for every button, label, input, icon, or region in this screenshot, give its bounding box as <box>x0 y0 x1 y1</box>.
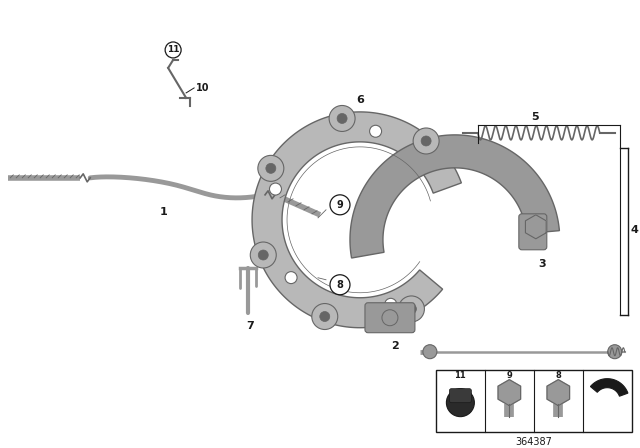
Polygon shape <box>591 379 628 396</box>
Circle shape <box>385 298 397 310</box>
Circle shape <box>608 345 621 359</box>
Text: 9: 9 <box>506 371 512 380</box>
Circle shape <box>165 42 181 58</box>
Circle shape <box>413 128 439 154</box>
Circle shape <box>312 304 338 330</box>
Circle shape <box>369 125 381 137</box>
Text: 1: 1 <box>159 207 167 217</box>
FancyBboxPatch shape <box>449 389 472 403</box>
Circle shape <box>285 271 297 284</box>
Polygon shape <box>525 215 546 239</box>
Circle shape <box>320 311 330 322</box>
Circle shape <box>250 242 276 268</box>
Circle shape <box>421 136 431 146</box>
Text: 7: 7 <box>246 321 254 331</box>
FancyBboxPatch shape <box>365 303 415 333</box>
Text: 2: 2 <box>391 341 399 351</box>
Text: 4: 4 <box>631 225 639 235</box>
Text: 8: 8 <box>337 280 344 290</box>
Circle shape <box>269 183 282 195</box>
Circle shape <box>330 195 350 215</box>
Text: 11: 11 <box>454 371 467 380</box>
Circle shape <box>337 113 347 124</box>
Polygon shape <box>547 379 570 405</box>
Polygon shape <box>350 135 559 258</box>
Bar <box>436 370 632 431</box>
Text: 364387: 364387 <box>515 437 552 447</box>
Circle shape <box>406 304 417 314</box>
Circle shape <box>329 105 355 131</box>
Text: 5: 5 <box>531 112 539 122</box>
Text: 6: 6 <box>356 95 364 105</box>
Polygon shape <box>252 112 461 328</box>
Text: 10: 10 <box>196 83 210 93</box>
Text: 9: 9 <box>337 200 343 210</box>
Text: 11: 11 <box>167 45 179 55</box>
Circle shape <box>423 345 437 359</box>
Circle shape <box>382 310 398 326</box>
Circle shape <box>330 275 350 295</box>
Circle shape <box>258 155 284 181</box>
Text: 3: 3 <box>538 259 546 269</box>
FancyBboxPatch shape <box>519 214 547 250</box>
Circle shape <box>399 296 424 322</box>
Circle shape <box>259 250 268 260</box>
Polygon shape <box>498 379 520 405</box>
Circle shape <box>266 164 276 173</box>
Circle shape <box>446 389 474 417</box>
Text: 8: 8 <box>556 371 561 380</box>
